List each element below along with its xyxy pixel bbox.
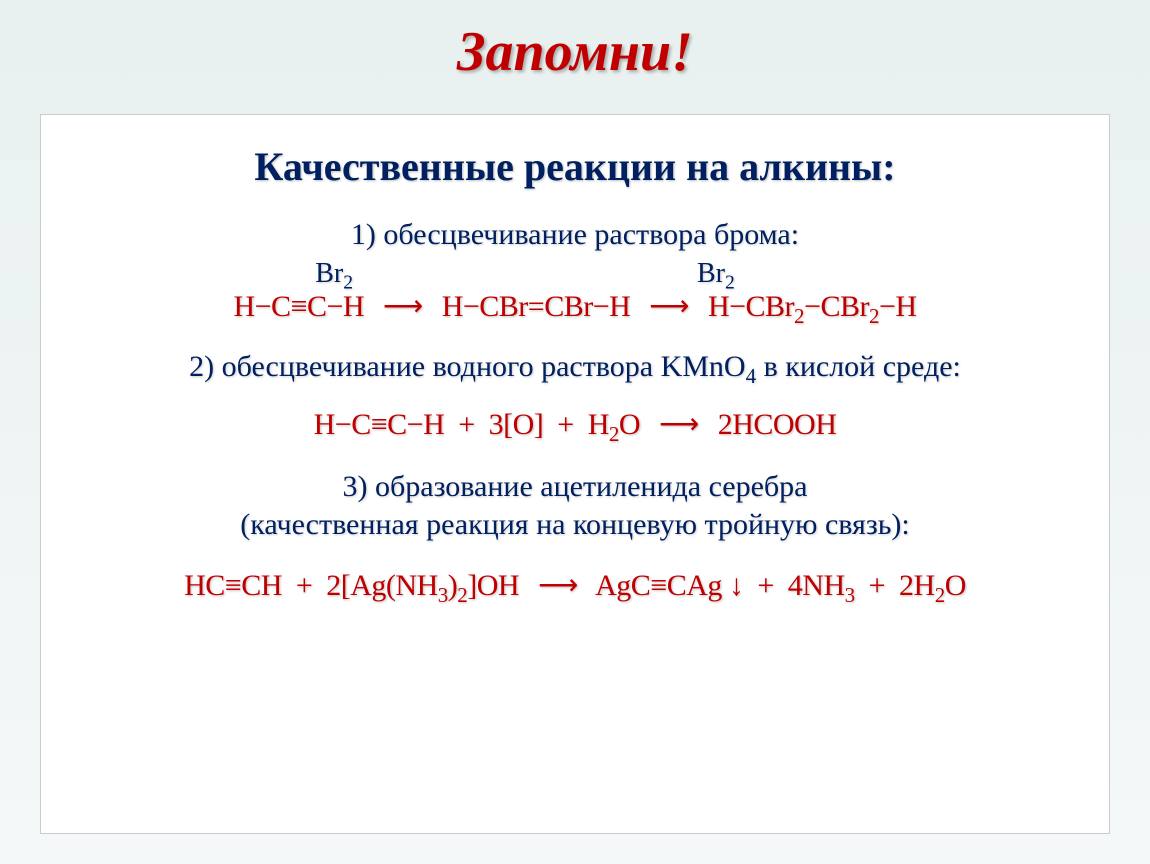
reaction-2-label: 2) обесцвечивание водного раствора KMnO4… xyxy=(71,350,1079,384)
arrow-icon: ⟶ xyxy=(659,407,699,441)
arrow-icon: ⟶ xyxy=(538,568,578,602)
eq3-products: AgC≡CAg ↓ + 4NH3 + 2H2O xyxy=(595,569,966,602)
reagent-br2-1: Br2 xyxy=(315,258,353,289)
eq1-reactant: H−C≡C−H xyxy=(233,290,364,323)
eq1-intermediate: H−CBr=CBr−H xyxy=(442,290,631,323)
reaction-3-label: 3) образование ацетиленида серебра (каче… xyxy=(71,468,1079,543)
reaction-1-reagents: Br2 Br2 xyxy=(71,258,1079,290)
arrow-icon: ⟶ xyxy=(383,289,423,323)
reaction-3-label-line2: (качественная реакция на концевую тройну… xyxy=(240,508,909,541)
arrow-icon: ⟶ xyxy=(649,289,689,323)
reaction-3-equation: HC≡CH + 2[Ag(NH3)2]OH ⟶ AgC≡CAg ↓ + 4NH3… xyxy=(71,569,1079,603)
slide: Запомни! Качественные реакции на алкины:… xyxy=(0,0,1150,864)
eq1-product: H−CBr2−CBr2−H xyxy=(708,290,917,323)
reaction-3-label-line1: 3) образование ацетиленида серебра xyxy=(343,470,808,503)
reaction-1-equation: H−C≡C−H ⟶ H−CBr=CBr−H ⟶ H−CBr2−CBr2−H xyxy=(71,290,1079,324)
eq2-product: 2HCOOH xyxy=(718,408,837,441)
reaction-2-equation: H−C≡C−H + 3[O] + H2O ⟶ 2HCOOH xyxy=(71,408,1079,442)
reaction-1-label: 1) обесцвечивание раствора брома: xyxy=(71,218,1079,252)
slide-title: Запомни! xyxy=(40,20,1110,84)
eq3-reactants: HC≡CH + 2[Ag(NH3)2]OH xyxy=(184,569,519,602)
reagent-br2-2: Br2 xyxy=(697,258,735,289)
content-box: Качественные реакции на алкины: 1) обесц… xyxy=(40,114,1110,834)
eq2-reactants: H−C≡C−H + 3[O] + H2O xyxy=(314,408,640,441)
subtitle: Качественные реакции на алкины: xyxy=(71,143,1079,190)
